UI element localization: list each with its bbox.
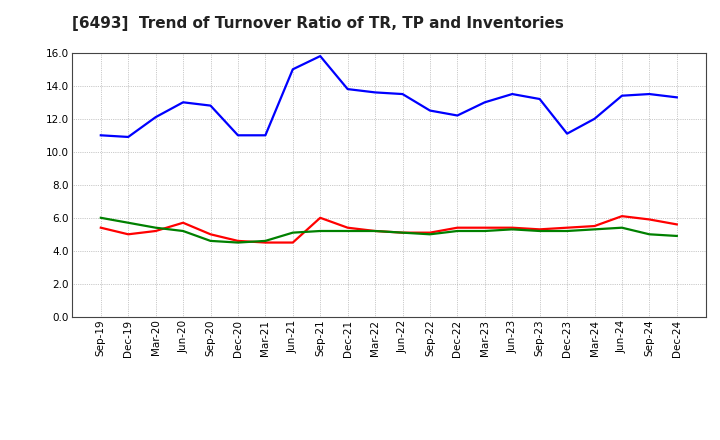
Trade Payables xyxy=(563,131,572,136)
Trade Receivables xyxy=(343,225,352,231)
Inventories xyxy=(316,228,325,234)
Inventories xyxy=(261,238,270,244)
Inventories xyxy=(480,228,489,234)
Trade Payables xyxy=(645,92,654,97)
Inventories xyxy=(289,230,297,235)
Trade Payables xyxy=(618,93,626,99)
Line: Trade Receivables: Trade Receivables xyxy=(101,216,677,242)
Text: [6493]  Trend of Turnover Ratio of TR, TP and Inventories: [6493] Trend of Turnover Ratio of TR, TP… xyxy=(72,16,564,31)
Trade Receivables xyxy=(590,224,599,229)
Trade Receivables xyxy=(672,222,681,227)
Inventories xyxy=(645,231,654,237)
Trade Payables xyxy=(453,113,462,118)
Inventories xyxy=(179,228,187,234)
Trade Payables xyxy=(151,114,160,120)
Trade Payables xyxy=(289,66,297,72)
Trade Receivables xyxy=(233,238,242,244)
Trade Receivables xyxy=(480,225,489,231)
Trade Receivables xyxy=(151,228,160,234)
Inventories xyxy=(233,240,242,245)
Trade Receivables xyxy=(645,217,654,222)
Trade Payables xyxy=(316,53,325,59)
Trade Receivables xyxy=(124,231,132,237)
Inventories xyxy=(563,228,572,234)
Trade Payables xyxy=(124,134,132,139)
Trade Receivables xyxy=(508,225,516,231)
Inventories xyxy=(151,225,160,231)
Trade Receivables xyxy=(453,225,462,231)
Trade Payables xyxy=(343,86,352,92)
Trade Receivables xyxy=(261,240,270,245)
Inventories xyxy=(96,215,105,220)
Trade Receivables xyxy=(289,240,297,245)
Trade Payables xyxy=(480,99,489,105)
Trade Receivables xyxy=(371,228,379,234)
Inventories xyxy=(672,233,681,238)
Inventories xyxy=(590,227,599,232)
Trade Receivables xyxy=(426,230,434,235)
Trade Payables xyxy=(672,95,681,100)
Inventories xyxy=(343,228,352,234)
Trade Receivables xyxy=(316,215,325,220)
Inventories xyxy=(508,227,516,232)
Trade Payables xyxy=(206,103,215,108)
Inventories xyxy=(124,220,132,225)
Trade Payables xyxy=(508,92,516,97)
Trade Payables xyxy=(261,132,270,138)
Trade Receivables xyxy=(206,231,215,237)
Trade Payables xyxy=(426,108,434,113)
Trade Payables xyxy=(179,99,187,105)
Trade Payables xyxy=(590,116,599,121)
Inventories xyxy=(426,231,434,237)
Trade Receivables xyxy=(179,220,187,225)
Trade Payables xyxy=(96,132,105,138)
Trade Receivables xyxy=(618,213,626,219)
Inventories xyxy=(371,228,379,234)
Trade Receivables xyxy=(536,227,544,232)
Inventories xyxy=(536,228,544,234)
Trade Receivables xyxy=(96,225,105,231)
Inventories xyxy=(618,225,626,231)
Inventories xyxy=(206,238,215,244)
Trade Payables xyxy=(371,90,379,95)
Trade Payables xyxy=(536,96,544,102)
Trade Payables xyxy=(398,92,407,97)
Trade Payables xyxy=(233,132,242,138)
Line: Trade Payables: Trade Payables xyxy=(101,56,677,137)
Line: Inventories: Inventories xyxy=(101,218,677,242)
Trade Receivables xyxy=(563,225,572,231)
Inventories xyxy=(453,228,462,234)
Trade Receivables xyxy=(398,230,407,235)
Inventories xyxy=(398,230,407,235)
